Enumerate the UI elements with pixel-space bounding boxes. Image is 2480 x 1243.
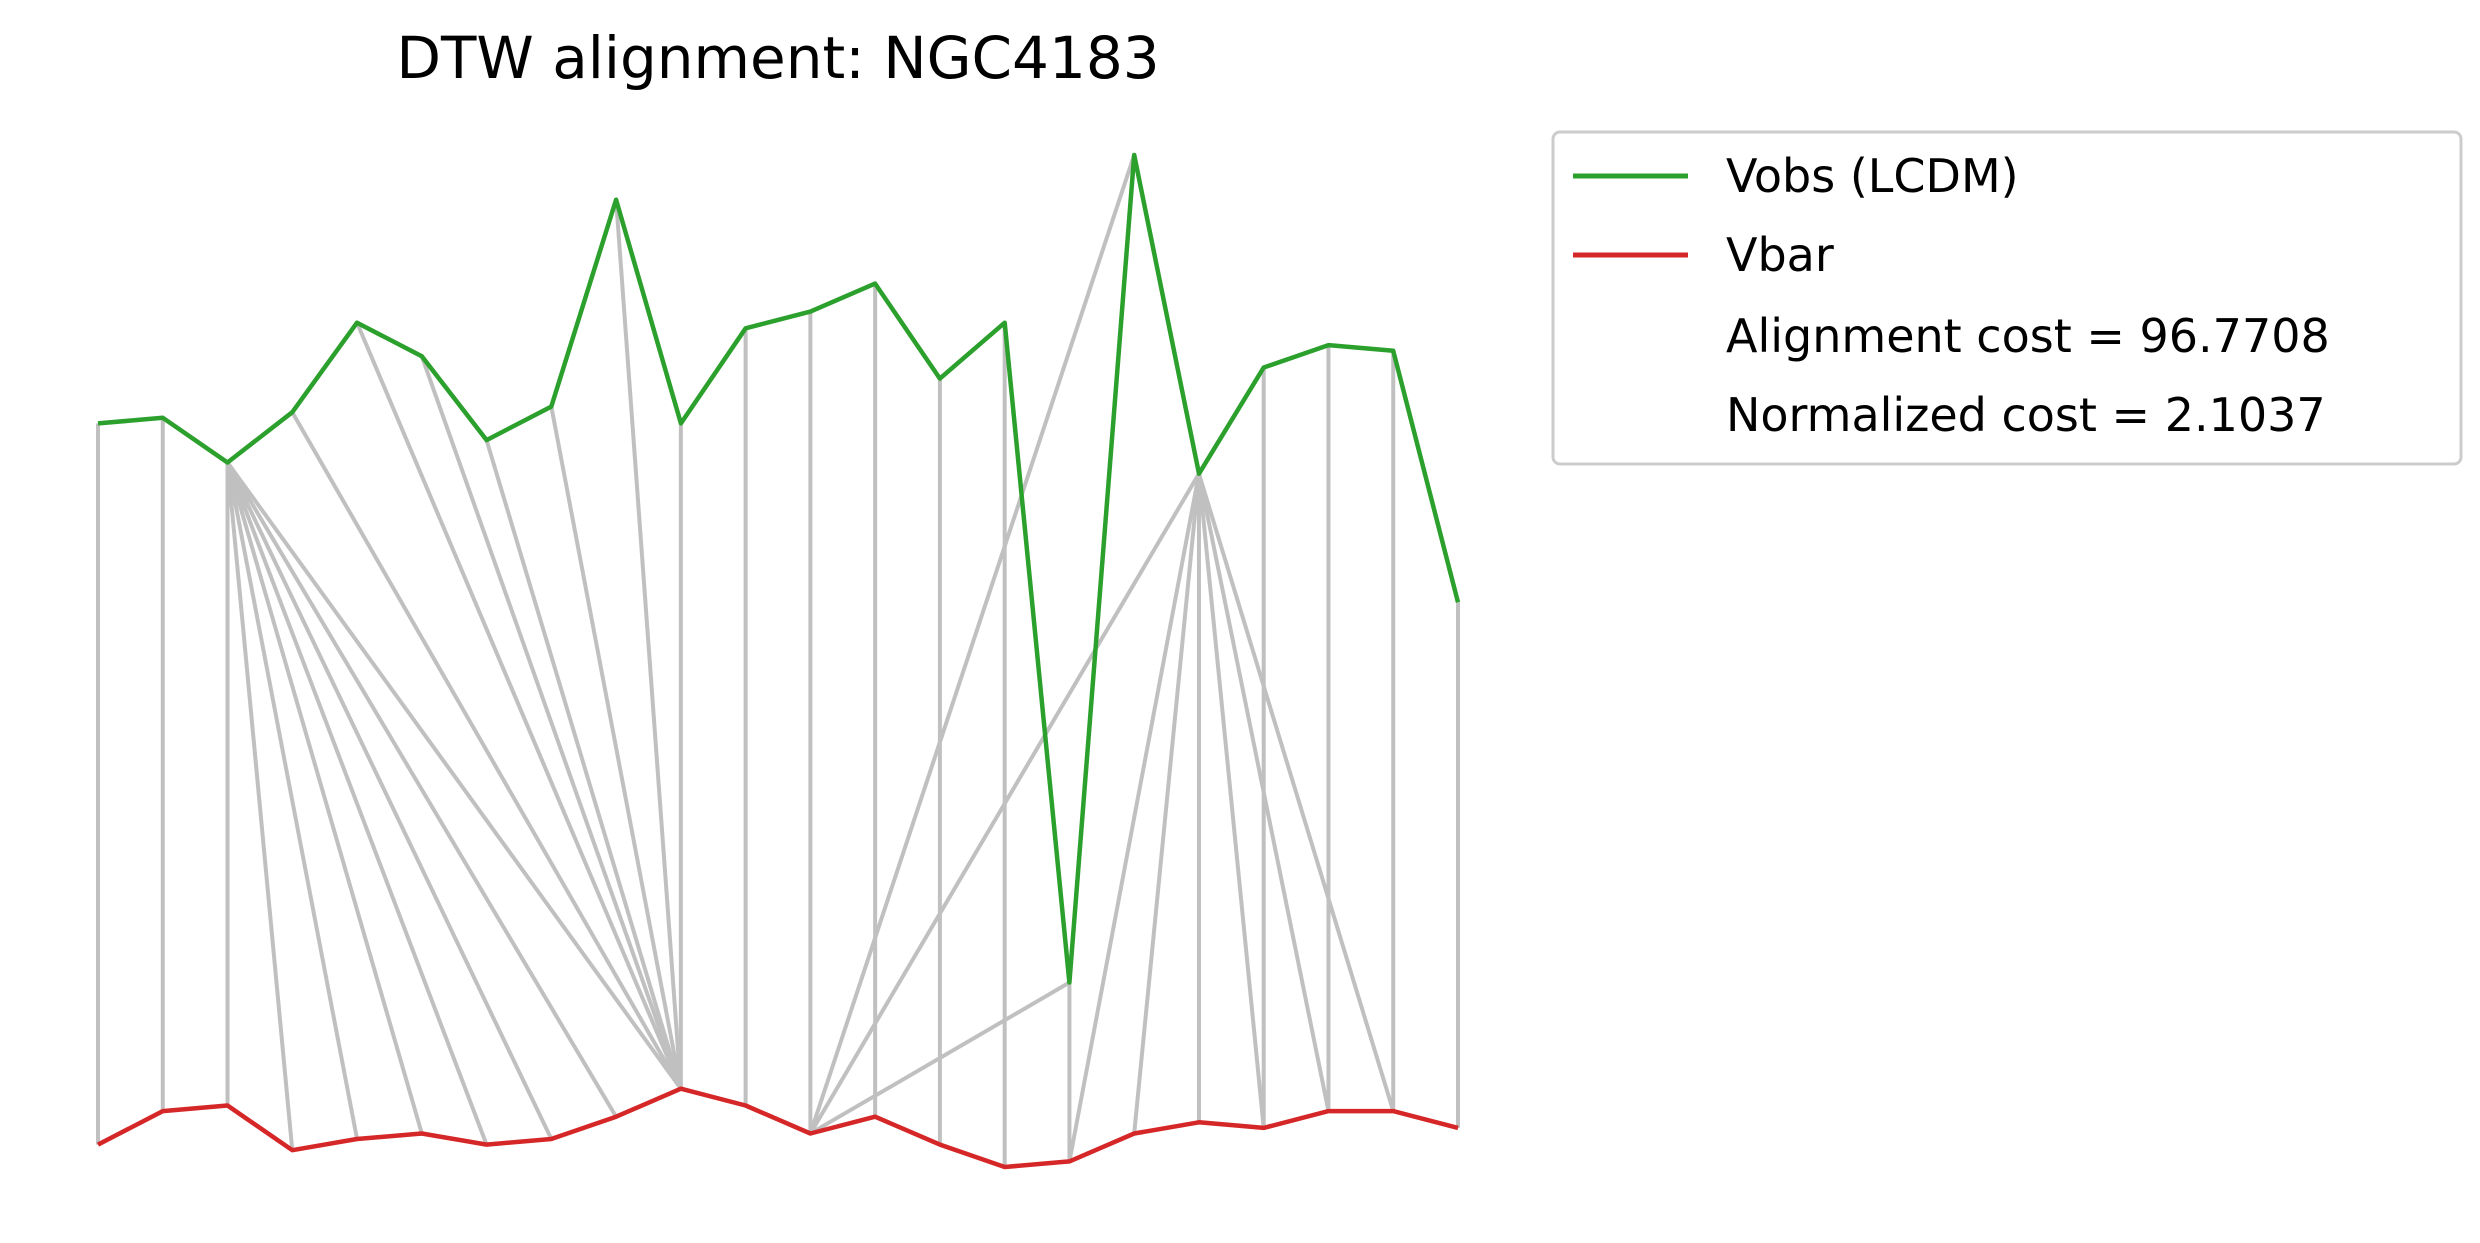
alignment-lines xyxy=(96,154,1460,1167)
alignment-line-17-15 xyxy=(1067,473,1201,1162)
legend-normalized-cost: Normalized cost = 2.1037 xyxy=(1726,388,2326,442)
alignment-line-2-5 xyxy=(225,461,424,1135)
alignment-line-2-9 xyxy=(225,461,683,1090)
alignment-line-17-16 xyxy=(1132,473,1201,1134)
series-lines xyxy=(96,152,1461,1170)
legend-label-vobs: Vobs (LCDM) xyxy=(1726,149,2019,203)
series-line-vobs xyxy=(97,152,1461,985)
series-line-vbar xyxy=(96,1086,1459,1170)
alignment-line-2-4 xyxy=(225,462,360,1140)
alignment-line-17-11 xyxy=(808,472,1201,1135)
chart-title: DTW alignment: NGC4183 xyxy=(396,24,1159,92)
plot-area xyxy=(96,152,1461,1170)
alignment-line-17-18 xyxy=(1196,473,1266,1129)
legend-alignment-cost: Alignment cost = 96.7708 xyxy=(1726,309,2330,363)
alignment-line-4-9 xyxy=(355,321,683,1090)
alignment-line-8-9 xyxy=(614,199,683,1089)
alignment-line-2-6 xyxy=(225,461,489,1146)
alignment-line-2-8 xyxy=(225,461,618,1118)
alignment-line-3-9 xyxy=(290,411,683,1090)
legend: Vobs (LCDM) Vbar Alignment cost = 96.770… xyxy=(1551,130,2463,466)
alignment-line-2-3 xyxy=(225,462,295,1151)
alignment-line-5-9 xyxy=(419,355,683,1090)
alignment-line-15-11 xyxy=(809,980,1071,1136)
alignment-line-16-11 xyxy=(808,154,1137,1135)
alignment-line-2-7 xyxy=(225,461,554,1140)
alignment-line-7-9 xyxy=(549,406,683,1090)
alignment-line-6-9 xyxy=(484,439,683,1090)
legend-label-vbar: Vbar xyxy=(1726,228,1834,282)
legend-frame xyxy=(1551,130,2463,466)
alignment-line-17-20 xyxy=(1197,473,1396,1112)
